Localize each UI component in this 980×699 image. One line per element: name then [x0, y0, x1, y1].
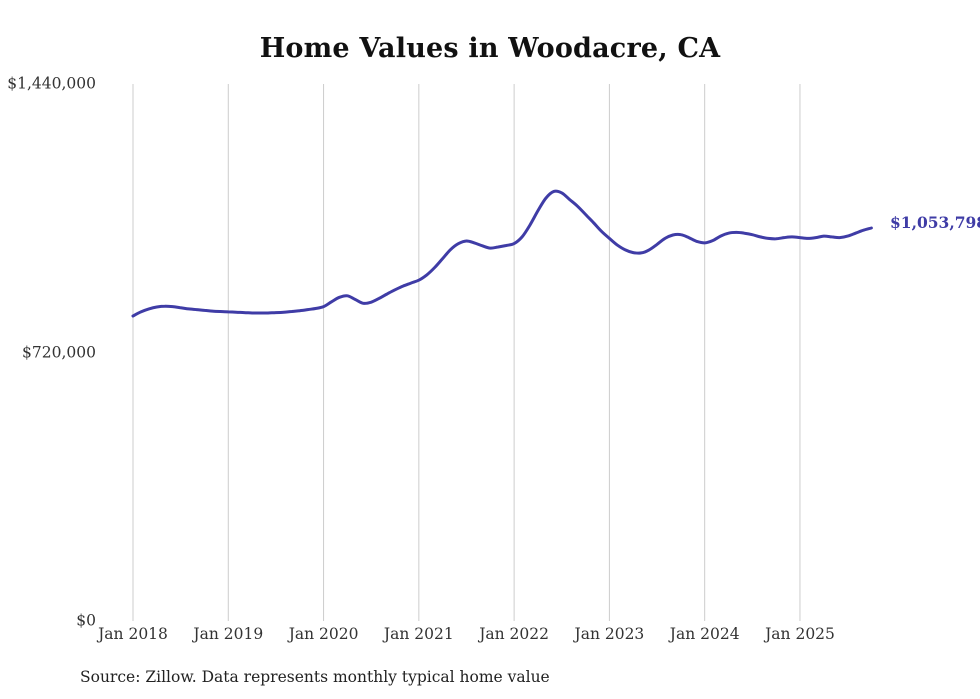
- x-axis-tick-label: Jan 2019: [193, 625, 264, 643]
- home-value-line: [131, 189, 873, 318]
- y-axis-tick-label: $1,440,000: [7, 74, 96, 93]
- latest-value-label: $1,053,798: [890, 213, 980, 232]
- vertical-gridlines: [132, 84, 801, 621]
- x-axis-tick-label: Jan 2025: [765, 625, 835, 643]
- y-axis-tick-label: $720,000: [22, 343, 96, 362]
- x-axis-tick-label: Jan 2024: [669, 625, 740, 643]
- chart-title: Home Values in Woodacre, CA: [259, 33, 721, 64]
- y-axis-tick-label: $0: [76, 611, 96, 630]
- source-note: Source: Zillow. Data represents monthly …: [80, 668, 550, 686]
- x-axis-tick-label: Jan 2023: [574, 625, 645, 643]
- x-axis-tick-label: Jan 2022: [479, 625, 549, 643]
- x-axis-tick-label: Jan 2018: [98, 625, 168, 643]
- x-axis-tick-label: Jan 2021: [383, 625, 454, 643]
- x-axis-tick-label: Jan 2020: [288, 625, 359, 643]
